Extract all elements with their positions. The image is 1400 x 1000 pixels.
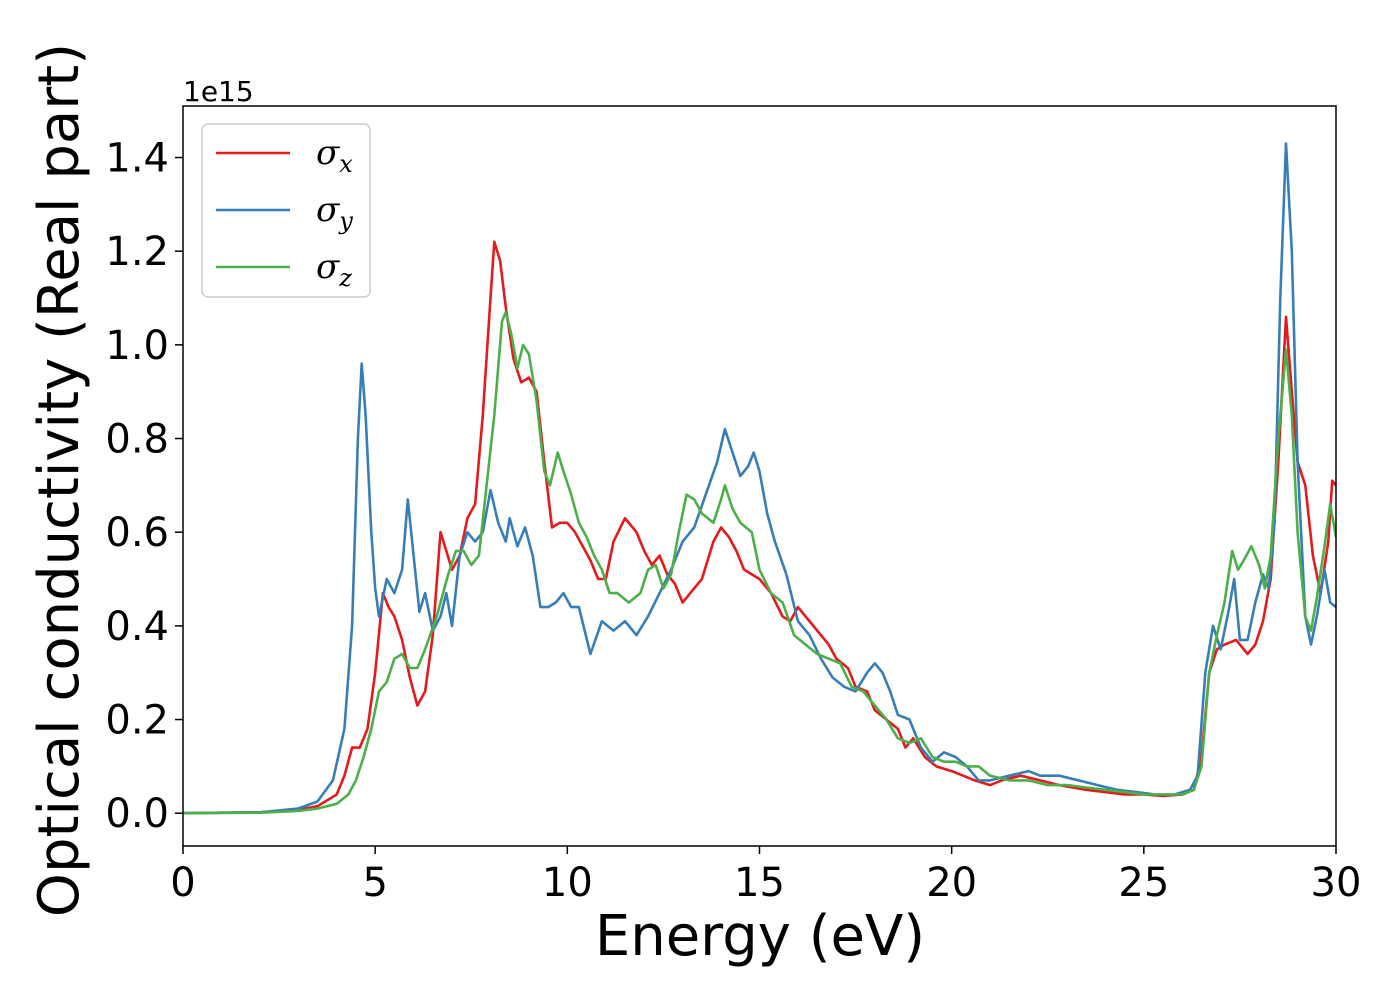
x-tick-label: 30 [1311, 860, 1362, 906]
y-tick-label: 0.2 [105, 698, 169, 744]
x-tick-label: 5 [362, 860, 387, 906]
plot-lines [183, 142, 1336, 815]
y-tick-label: 1.2 [105, 229, 169, 275]
x-tick-label: 15 [734, 860, 785, 906]
y-tick-label: 0.6 [105, 510, 169, 556]
y-tick-label: 0.0 [105, 791, 169, 837]
series-line-y [183, 142, 1336, 815]
x-tick-label: 0 [170, 860, 195, 906]
y-tick-label: 1.4 [105, 136, 169, 182]
x-axis: 0 5 10 15 20 25 30 [170, 846, 1361, 906]
y-offset-label: 1e15 [183, 75, 254, 108]
y-axis-label: Optical conductivity (Real part) [27, 43, 92, 917]
x-axis-label: Energy (eV) [595, 904, 925, 969]
y-axis: 0.0 0.2 0.4 0.6 0.8 1.0 1.2 1.4 [105, 136, 183, 837]
x-tick-label: 10 [542, 860, 593, 906]
y-tick-label: 1.0 [105, 323, 169, 369]
x-tick-label: 25 [1118, 860, 1169, 906]
legend-label-x: σx [316, 133, 353, 178]
x-tick-label: 20 [926, 860, 977, 906]
legend-label-z: σz [316, 247, 352, 292]
y-tick-label: 0.4 [105, 604, 169, 650]
y-tick-label: 0.8 [105, 417, 169, 463]
legend: σx σy σz [201, 123, 371, 298]
legend-label-y: σy [316, 190, 353, 235]
series-line-z [183, 310, 1336, 815]
